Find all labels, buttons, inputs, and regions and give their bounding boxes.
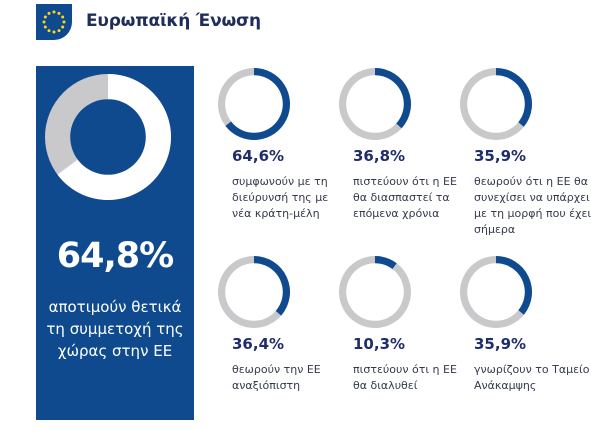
stat-card-dissolve: 10,3% πιστεύουν ότι η ΕΕ θα διαλυθεί: [339, 256, 457, 431]
stat-value: 36,8%: [353, 147, 406, 165]
flag-star: [47, 11, 51, 15]
stat-description: πιστεύουν ότι η ΕΕ θα διαλυθεί: [353, 363, 457, 392]
flag-star: [61, 15, 65, 19]
header: Ευρωπαϊκή Ένωση: [0, 0, 591, 48]
donut-hole: [467, 263, 525, 321]
donut-hole: [225, 75, 283, 133]
donut-chart: [218, 256, 290, 328]
eu-flag-icon: [36, 4, 72, 40]
stat-card-continue: 35,9% θεωρούν ότι η ΕΕ θα συνεχίσει να υ…: [460, 68, 591, 243]
stat-value: 64,6%: [232, 147, 285, 165]
donut-chart: [339, 256, 411, 328]
flag-star: [61, 25, 65, 29]
flag-star: [57, 11, 61, 15]
stat-description: θεωρούν ότι η ΕΕ θα συνεχίσει να υπάρχει…: [474, 175, 591, 236]
stat-card-enlargement: 64,6% συμφωνούν με τη διεύρυνσή της με ν…: [218, 68, 333, 243]
main-stat-description: αποτιμούν θετικά τη συμμετοχή της χώρας …: [46, 298, 184, 360]
flag-star: [62, 20, 66, 24]
stat-description: πιστεύουν ότι η ΕΕ θα διασπαστεί τα επόμ…: [353, 175, 457, 220]
stat-description: γνωρίζουν το Ταμείο Ανάκαμψης: [474, 363, 590, 392]
donut-chart: [460, 68, 532, 140]
donut-hole: [346, 263, 404, 321]
flag-star: [52, 30, 56, 34]
main-donut-chart: [45, 74, 171, 200]
donut-chart: [339, 68, 411, 140]
flag-star: [47, 29, 51, 33]
donut-hole: [225, 263, 283, 321]
donut-hole: [70, 99, 146, 175]
donut-hole: [346, 75, 404, 133]
stat-value: 36,4%: [232, 335, 285, 353]
flag-star: [43, 15, 47, 19]
stat-value: 35,9%: [474, 335, 527, 353]
main-stat-panel: 64,8% αποτιμούν θετικά τη συμμετοχή της …: [36, 66, 194, 420]
flag-star: [43, 25, 47, 29]
main-stat-value: 64,8%: [56, 236, 174, 276]
donut-chart: [218, 68, 290, 140]
flag-star: [42, 20, 46, 24]
stat-card-recovery-fund: 35,9% γνωρίζουν το Ταμείο Ανάκαμψης: [460, 256, 590, 431]
stat-description: θεωρούν την ΕΕ αναξιόπιστη: [232, 363, 321, 392]
stat-value: 35,9%: [474, 147, 527, 165]
stat-card-split: 36,8% πιστεύουν ότι η ΕΕ θα διασπαστεί τ…: [339, 68, 457, 243]
flag-star: [52, 10, 56, 14]
stat-card-unreliable: 36,4% θεωρούν την ΕΕ αναξιόπιστη: [218, 256, 333, 431]
stat-description: συμφωνούν με τη διεύρυνσή της με νέα κρά…: [232, 175, 329, 220]
flag-star: [57, 29, 61, 33]
donut-hole: [467, 75, 525, 133]
page-title: Ευρωπαϊκή Ένωση: [86, 11, 261, 31]
donut-chart: [460, 256, 532, 328]
stat-value: 10,3%: [353, 335, 406, 353]
